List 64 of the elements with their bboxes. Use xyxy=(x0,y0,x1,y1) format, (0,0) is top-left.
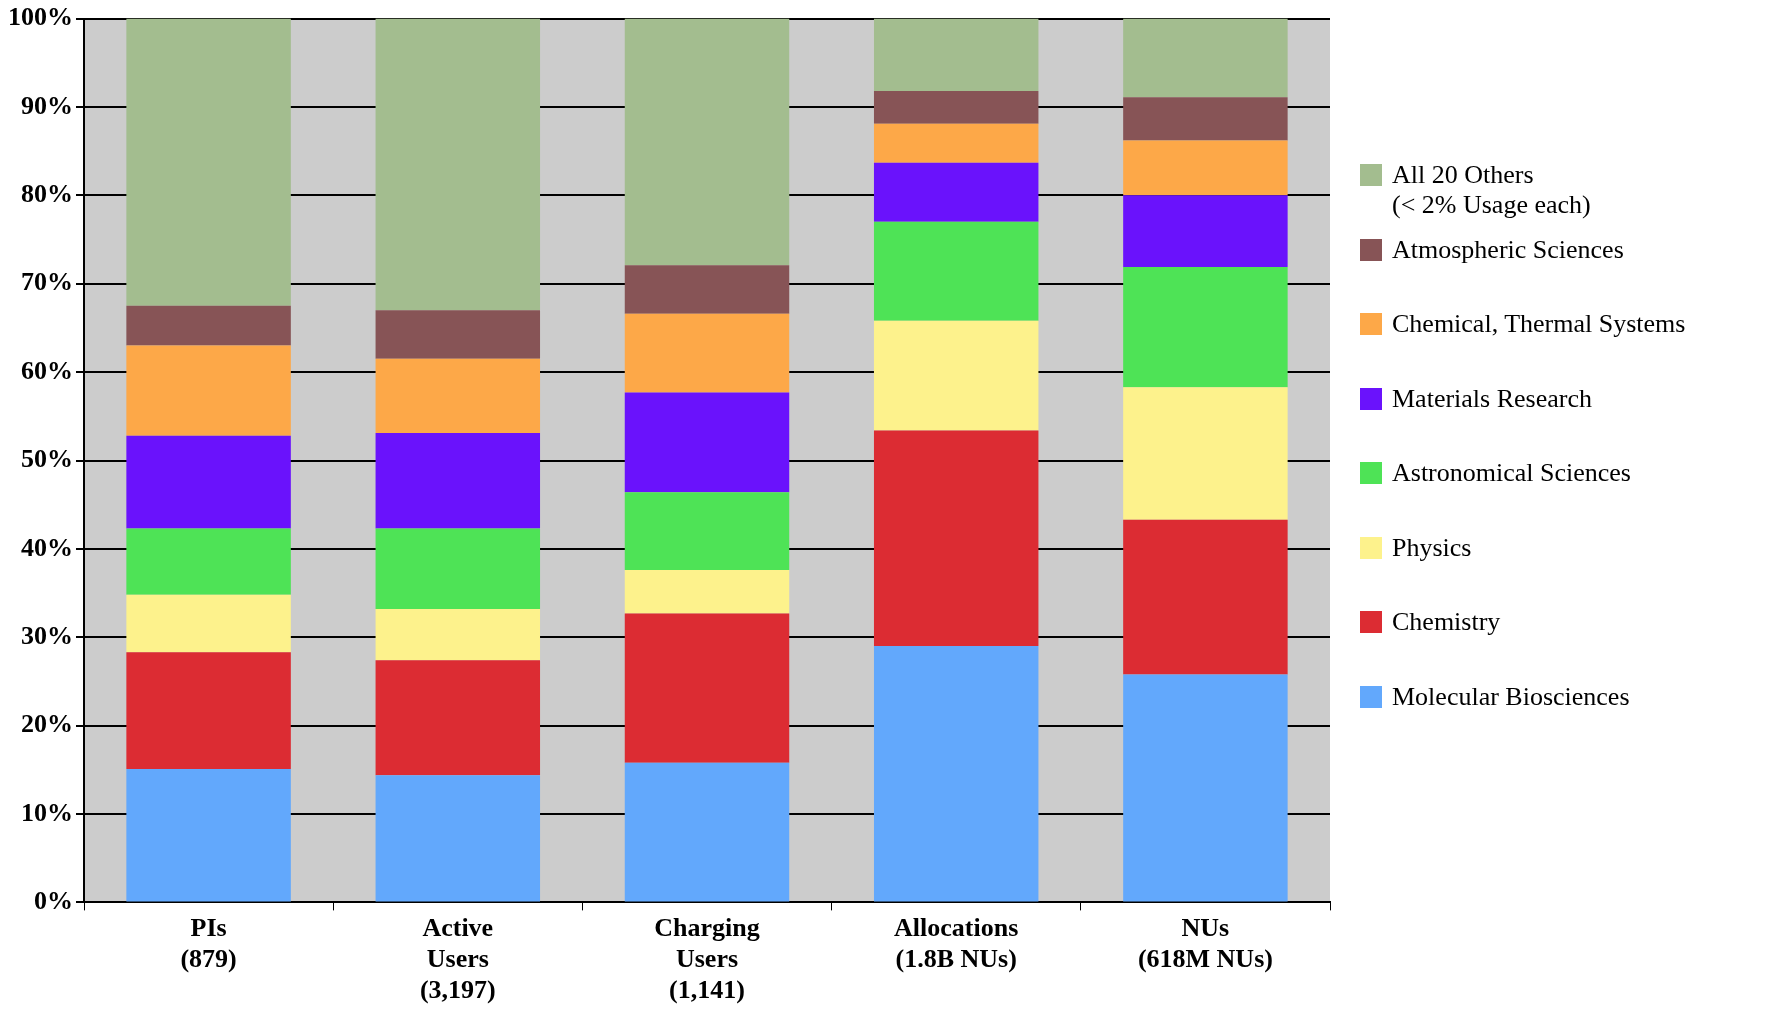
bar xyxy=(873,221,1039,321)
bar xyxy=(126,594,291,653)
bar xyxy=(375,660,541,776)
bar xyxy=(624,613,790,763)
bar xyxy=(1123,195,1288,267)
y-tick-label: 40% xyxy=(21,532,73,562)
legend-label: Chemical, Thermal Systems xyxy=(1392,309,1686,339)
bar xyxy=(1123,519,1288,675)
x-tick-label: NUs (618M NUs) xyxy=(1137,912,1273,973)
y-tick-label: 80% xyxy=(21,179,73,209)
bar xyxy=(873,162,1039,222)
bar xyxy=(126,18,291,306)
y-tick-label: 0% xyxy=(34,886,73,916)
bar xyxy=(873,123,1039,163)
bar xyxy=(624,18,790,266)
bar xyxy=(624,313,790,393)
bar xyxy=(873,430,1039,647)
x-tick-label: PIs (879) xyxy=(180,912,237,973)
x-tick-label: Active Users (3,197) xyxy=(419,912,496,1005)
y-tick-label: 50% xyxy=(21,444,73,474)
bar xyxy=(624,570,790,614)
bar xyxy=(1123,387,1288,520)
legend-label: Materials Research xyxy=(1392,383,1592,414)
y-tick-label: 100% xyxy=(8,2,73,32)
bar xyxy=(126,768,291,902)
y-tick-label: 20% xyxy=(21,709,73,739)
bar xyxy=(624,492,790,571)
bar xyxy=(126,345,291,436)
bar xyxy=(1123,674,1288,902)
bar xyxy=(1123,140,1288,196)
bar xyxy=(1123,97,1288,141)
x-tick-label: Charging Users (1,141) xyxy=(654,912,760,1005)
y-tick-label: 30% xyxy=(21,620,73,650)
legend-label: Molecular Biosciences xyxy=(1392,681,1630,712)
bar xyxy=(1123,18,1288,98)
bar xyxy=(375,775,541,902)
bar xyxy=(375,433,541,529)
bar xyxy=(126,305,291,346)
x-tick-label: Allocations (1.8B NUs) xyxy=(894,912,1019,973)
bar xyxy=(873,320,1039,431)
bar xyxy=(126,435,291,529)
bar xyxy=(873,646,1039,902)
bar xyxy=(624,762,790,902)
bar xyxy=(375,310,541,359)
y-tick-label: 60% xyxy=(21,355,73,385)
bar xyxy=(375,528,541,609)
bar xyxy=(1123,266,1288,388)
bar xyxy=(873,91,1039,124)
y-tick-label: 90% xyxy=(21,90,73,120)
bar xyxy=(624,265,790,314)
legend-label: Physics xyxy=(1392,532,1472,563)
bar xyxy=(873,18,1039,92)
bar xyxy=(375,18,541,311)
bar xyxy=(126,528,291,595)
legend-label: Atmospheric Sciences xyxy=(1392,234,1624,265)
y-tick-label: 70% xyxy=(21,267,73,297)
legend-label: Chemistry xyxy=(1392,607,1501,637)
y-tick-label: 10% xyxy=(21,797,73,827)
legend-label: All 20 Others (< 2% Usage each) xyxy=(1392,160,1591,220)
legend-label: Astronomical Sciences xyxy=(1392,458,1631,488)
bar xyxy=(375,358,541,434)
bar xyxy=(126,652,291,769)
bar xyxy=(624,392,790,493)
bar xyxy=(375,608,541,661)
